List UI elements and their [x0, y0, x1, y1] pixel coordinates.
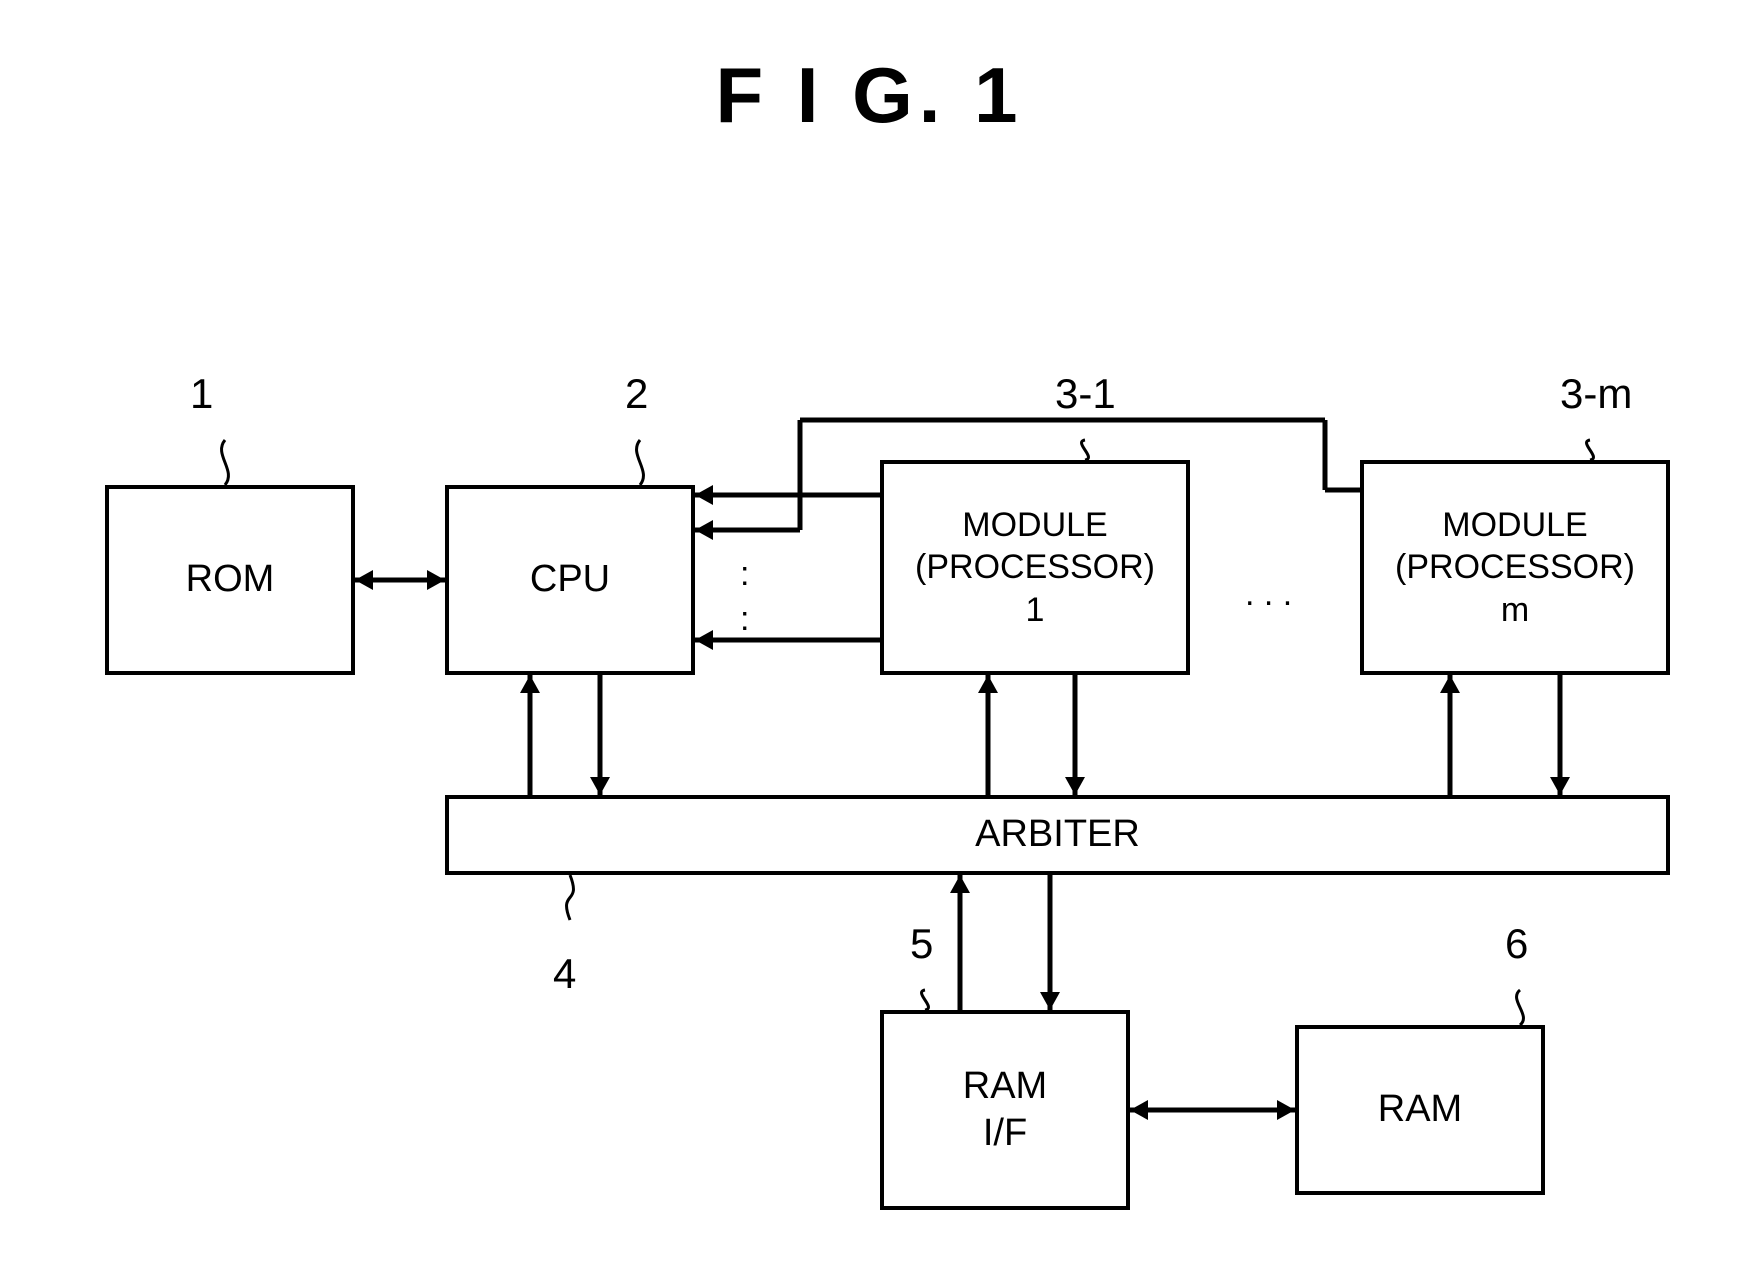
node-module-1-label: MODULE(PROCESSOR)1 [915, 504, 1155, 632]
node-cpu-label: CPU [530, 556, 610, 604]
diagram-canvas: F I G. 1 ROM CPU MODULE(PROCESSOR)1 MODU… [0, 0, 1739, 1272]
node-arbiter-label: ARBITER [975, 811, 1140, 859]
node-ram-if-label: RAMI/F [963, 1063, 1047, 1158]
node-ram-if: RAMI/F [880, 1010, 1130, 1210]
ref-label-5: 5 [910, 920, 933, 968]
ellipsis-dots-2: : [740, 600, 749, 639]
node-module-m: MODULE(PROCESSOR)m [1360, 460, 1670, 675]
ref-label-4: 4 [553, 950, 576, 998]
ref-label-3-m: 3-m [1560, 370, 1632, 418]
node-rom: ROM [105, 485, 355, 675]
node-cpu: CPU [445, 485, 695, 675]
figure-title: F I G. 1 [0, 50, 1739, 141]
ref-label-1: 1 [190, 370, 213, 418]
node-ram-label: RAM [1378, 1086, 1462, 1134]
node-rom-label: ROM [186, 556, 275, 604]
node-module-1: MODULE(PROCESSOR)1 [880, 460, 1190, 675]
ref-label-2: 2 [625, 370, 648, 418]
ellipsis-modules: . . . [1245, 575, 1292, 614]
ref-label-6: 6 [1505, 920, 1528, 968]
node-arbiter: ARBITER [445, 795, 1670, 875]
node-ram: RAM [1295, 1025, 1545, 1195]
node-module-m-label: MODULE(PROCESSOR)m [1395, 504, 1635, 632]
ref-label-3-1: 3-1 [1055, 370, 1116, 418]
ellipsis-dots-1: : [740, 555, 749, 594]
